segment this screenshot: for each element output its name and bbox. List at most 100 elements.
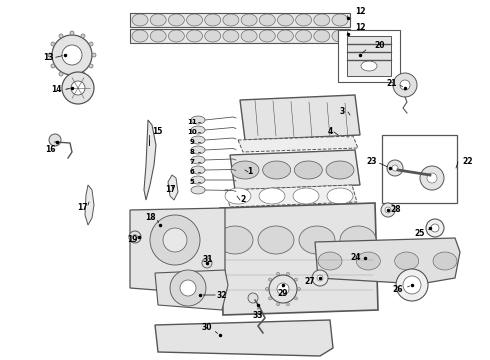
Ellipse shape [169,30,184,42]
Circle shape [89,42,93,46]
Circle shape [70,31,74,35]
Ellipse shape [191,156,205,164]
Ellipse shape [259,14,275,26]
Ellipse shape [340,226,376,254]
Ellipse shape [314,30,330,42]
Circle shape [59,34,63,38]
Text: 21: 21 [387,78,397,87]
Text: 17: 17 [165,185,175,194]
Circle shape [431,224,439,232]
Circle shape [381,203,395,217]
Ellipse shape [223,14,239,26]
Text: 26: 26 [393,285,403,294]
Text: 5: 5 [190,179,195,185]
Circle shape [52,35,92,75]
Circle shape [427,173,437,183]
Ellipse shape [294,161,322,179]
Text: 12: 12 [355,8,366,17]
Polygon shape [240,95,360,140]
Circle shape [277,283,289,295]
Ellipse shape [295,14,312,26]
Ellipse shape [187,14,202,26]
Ellipse shape [259,30,275,42]
Text: 16: 16 [45,145,55,154]
Ellipse shape [394,252,418,270]
Text: 20: 20 [374,41,385,50]
Ellipse shape [241,14,257,26]
Text: 17: 17 [77,202,87,211]
Ellipse shape [217,226,253,254]
Text: 28: 28 [391,206,401,215]
Bar [130,29,350,43]
Text: 4: 4 [327,127,333,136]
Ellipse shape [191,116,205,124]
Circle shape [297,288,300,291]
Ellipse shape [314,14,330,26]
Circle shape [62,72,94,104]
Ellipse shape [258,226,294,254]
Circle shape [92,53,96,57]
Text: 1: 1 [247,167,253,176]
Polygon shape [168,175,178,200]
Circle shape [51,42,55,46]
Circle shape [287,272,290,275]
Circle shape [62,45,82,65]
Text: 18: 18 [145,212,155,221]
Ellipse shape [223,30,239,42]
Text: 19: 19 [127,235,137,244]
Circle shape [317,275,323,281]
Circle shape [396,269,428,301]
Ellipse shape [132,30,148,42]
Bar [347,36,391,76]
Circle shape [81,72,85,76]
Ellipse shape [299,226,335,254]
Ellipse shape [150,14,166,26]
Circle shape [89,64,93,68]
Text: 23: 23 [367,158,377,166]
Polygon shape [225,185,357,207]
Circle shape [426,219,444,237]
Circle shape [180,280,196,296]
Circle shape [202,258,212,268]
Polygon shape [220,203,378,315]
Circle shape [403,276,421,294]
Circle shape [400,80,410,90]
Polygon shape [130,208,225,295]
Ellipse shape [187,30,202,42]
Ellipse shape [191,136,205,144]
Circle shape [276,303,280,306]
Text: 30: 30 [202,324,212,333]
Text: 32: 32 [217,292,227,301]
Circle shape [81,34,85,38]
Bar [382,135,457,203]
Ellipse shape [295,30,312,42]
Circle shape [49,134,61,146]
Ellipse shape [191,176,205,184]
Ellipse shape [318,252,342,270]
Text: 10: 10 [187,129,197,135]
Text: 27: 27 [305,278,315,287]
Circle shape [70,75,74,79]
Ellipse shape [132,14,148,26]
Ellipse shape [433,252,457,270]
Text: 9: 9 [190,139,195,145]
Circle shape [170,270,206,306]
Circle shape [51,64,55,68]
Bar [338,30,400,82]
Ellipse shape [205,14,220,26]
Circle shape [248,293,258,303]
Text: 2: 2 [241,195,245,204]
Circle shape [312,270,328,286]
Ellipse shape [327,188,353,204]
Ellipse shape [169,14,184,26]
Circle shape [392,165,398,171]
Text: 3: 3 [340,108,344,117]
Ellipse shape [277,30,294,42]
Ellipse shape [191,126,205,134]
Ellipse shape [332,30,348,42]
Ellipse shape [332,14,348,26]
Text: 15: 15 [152,127,162,136]
Ellipse shape [259,188,285,204]
Circle shape [276,272,280,275]
Ellipse shape [231,161,259,179]
